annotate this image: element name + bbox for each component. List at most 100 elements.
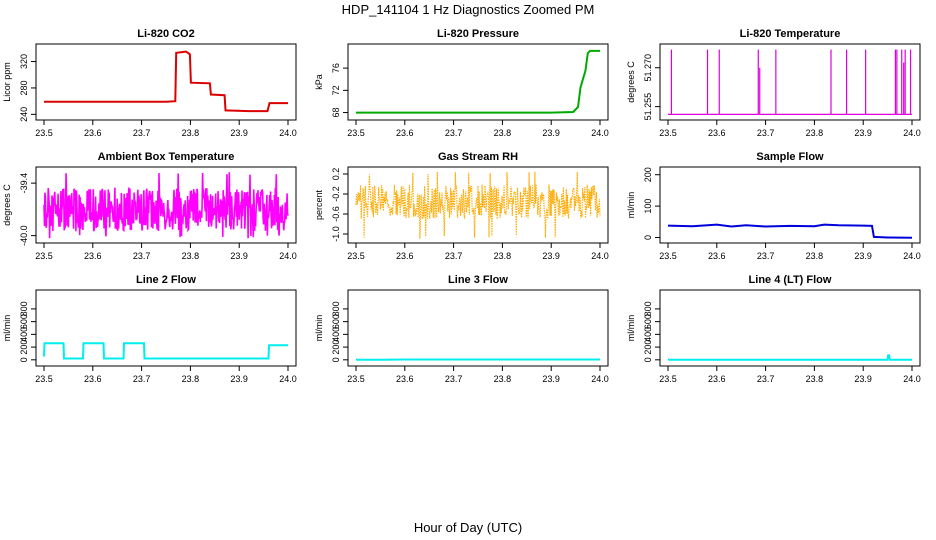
y-tick-label: 800: [643, 301, 653, 316]
series-line: [667, 223, 913, 239]
x-tick-label: 23.5: [347, 128, 365, 138]
y-tick-label: 280: [19, 80, 29, 95]
panel-title: Line 3 Flow: [448, 274, 508, 286]
x-tick-label: 23.5: [347, 251, 365, 261]
x-tick-label: 24.0: [591, 128, 609, 138]
x-tick-label: 24.0: [903, 374, 921, 384]
x-tick-label: 23.5: [659, 251, 677, 261]
plot-frame: [659, 43, 921, 121]
x-tick-label: 24.0: [591, 251, 609, 261]
x-tick-label: 23.8: [806, 374, 824, 384]
plot-frame: [347, 43, 609, 121]
x-tick-label: 23.9: [854, 251, 872, 261]
x-tick-label: 23.6: [84, 251, 102, 261]
y-axis-label: ml/min: [2, 315, 12, 342]
figure-title: HDP_141104 1 Hz Diagnostics Zoomed PM: [342, 2, 595, 17]
y-tick-label: 400: [331, 327, 341, 342]
series-line: [668, 354, 912, 361]
y-tick-label: 400: [643, 327, 653, 342]
y-axis-label: Licor ppm: [2, 62, 12, 102]
x-tick-label: 23.5: [35, 251, 53, 261]
x-tick-label: 24.0: [279, 374, 297, 384]
x-tick-label: 23.6: [708, 374, 726, 384]
plot-area: [667, 223, 913, 239]
panel-2: Li-820 Pressure kPa 23.5 23.6 23.7 23.8 23.9 24…: [314, 28, 609, 138]
series-line: [43, 172, 289, 239]
x-tick-label: 23.8: [494, 128, 512, 138]
plot-frame: [659, 166, 921, 244]
y-tick-label: 0: [331, 357, 341, 362]
y-tick-label: -39.4: [19, 173, 29, 194]
x-tick-label: 23.9: [854, 374, 872, 384]
y-tick-label: 68: [331, 108, 341, 118]
plot-area: [668, 49, 912, 116]
plot-frame: [347, 166, 609, 244]
x-tick-label: 23.7: [445, 374, 463, 384]
x-tick-label: 24.0: [279, 251, 297, 261]
y-tick-label: -40.0: [19, 225, 29, 246]
series-line: [43, 342, 288, 360]
y-tick-label: 800: [331, 301, 341, 316]
x-tick-label: 23.7: [757, 128, 775, 138]
x-tick-label: 23.9: [542, 128, 560, 138]
x-tick-label: 24.0: [279, 128, 297, 138]
x-tick-label: 23.9: [230, 251, 248, 261]
plot-area: [668, 354, 912, 361]
panel-8: Line 3 Flow ml/min 23.5 23.6 23.7 23.8 23.9 24.…: [314, 274, 609, 384]
x-tick-label: 23.7: [445, 251, 463, 261]
x-tick-label: 23.9: [230, 374, 248, 384]
x-tick-label: 23.7: [757, 251, 775, 261]
y-tick-label: 320: [19, 54, 29, 69]
y-tick-label: 400: [19, 327, 29, 342]
x-tick-label: 23.5: [347, 374, 365, 384]
series-line: [356, 49, 600, 114]
x-tick-label: 24.0: [903, 128, 921, 138]
y-tick-label: 200: [19, 340, 29, 355]
x-tick-label: 23.6: [84, 128, 102, 138]
y-tick-label: -1.0: [331, 226, 341, 242]
panel-1: Li-820 CO2 Licor ppm 23.5 23.6 23.7 23.8 23.9 2…: [2, 28, 297, 138]
y-tick-label: 0: [19, 357, 29, 362]
x-tick-label: 23.5: [35, 128, 53, 138]
plot-area: [355, 171, 601, 239]
x-tick-label: 23.8: [182, 251, 200, 261]
x-tick-label: 23.7: [445, 128, 463, 138]
panel-title: Gas Stream RH: [438, 151, 518, 163]
plot-area: [43, 342, 288, 360]
x-tick-label: 23.5: [35, 374, 53, 384]
y-axis-label: ml/min: [314, 315, 324, 342]
y-tick-label: -0.6: [331, 206, 341, 222]
y-tick-label: 240: [19, 107, 29, 122]
x-tick-label: 23.5: [659, 128, 677, 138]
series-line: [44, 50, 288, 113]
panel-title: Li-820 Pressure: [437, 28, 519, 40]
y-tick-label: 200: [643, 167, 653, 182]
plot-frame: [347, 289, 609, 367]
y-tick-label: -0.2: [331, 186, 341, 202]
y-tick-label: 800: [19, 301, 29, 316]
y-axis-label: degrees C: [626, 61, 636, 103]
panel-title: Ambient Box Temperature: [98, 151, 235, 163]
x-tick-label: 23.8: [494, 374, 512, 384]
y-tick-label: 0: [643, 235, 653, 240]
panel-9: Line 4 (LT) Flow ml/min 23.5 23.6 23.7 23.8 23…: [626, 274, 921, 384]
y-tick-label: 200: [643, 340, 653, 355]
plot-frame: [659, 289, 921, 367]
y-axis-label: ml/min: [626, 192, 636, 219]
x-tick-label: 23.7: [133, 251, 151, 261]
panel-6: Sample Flow ml/min 23.5 23.6 23.7 23.8 23.9 24.…: [626, 151, 921, 261]
plot-area: [356, 49, 600, 114]
panel-title: Li-820 CO2: [137, 28, 194, 40]
panel-4: Ambient Box Temperature degrees C 23.5 23.6…: [2, 151, 297, 261]
plot-frame: [35, 166, 297, 244]
figure-xlabel: Hour of Day (UTC): [414, 520, 522, 535]
x-tick-label: 23.6: [708, 128, 726, 138]
x-tick-label: 23.6: [84, 374, 102, 384]
y-tick-label: 0.2: [331, 168, 341, 181]
x-tick-label: 23.8: [806, 128, 824, 138]
x-tick-label: 23.5: [659, 374, 677, 384]
x-tick-label: 23.6: [396, 128, 414, 138]
plot-area: [44, 50, 288, 113]
y-axis-label: kPa: [314, 74, 324, 90]
